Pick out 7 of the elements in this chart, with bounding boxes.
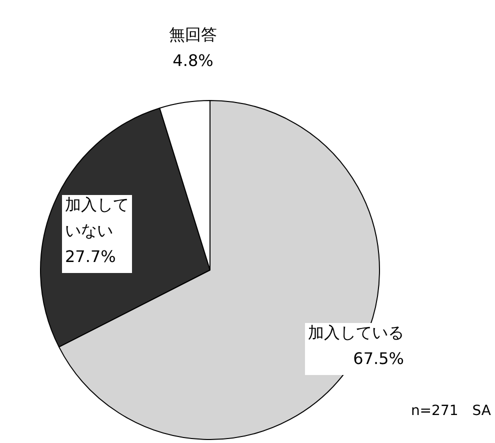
text: n=271 SA [410, 402, 491, 420]
slice-label: 加入している [308, 323, 404, 342]
slice-label: 無回答 [169, 25, 217, 44]
slice-label: 加入していない [65, 195, 129, 240]
data-label: 27.7% [65, 247, 116, 266]
data-label: 67.5% [353, 349, 404, 368]
data-label: 4.8% [172, 51, 214, 70]
